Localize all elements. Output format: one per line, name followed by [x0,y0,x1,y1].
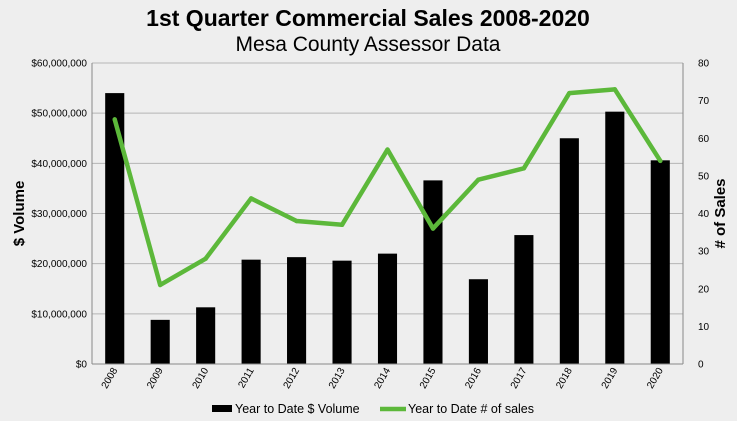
legend: Year to Date $ Volume Year to Date # of … [212,402,534,416]
left-tick-label: $30,000,000 [31,209,87,220]
bar-2012 [287,257,306,364]
bar-2008 [105,93,124,364]
bar-2018 [560,138,579,364]
left-tick-label: $50,000,000 [31,109,87,120]
right-tick-label: 0 [698,360,704,371]
right-tick-label: 40 [698,209,710,220]
legend-label-sales: Year to Date # of sales [408,402,534,416]
x-tick-label: 2008 [100,366,121,391]
left-tick-label: $10,000,000 [31,309,87,320]
x-tick-label: 2017 [509,366,530,391]
left-axis-title: $ Volume [11,181,28,247]
right-tick-label: 70 [698,96,710,107]
sales-point-2015 [431,226,435,230]
bar-2016 [469,279,488,364]
left-tick-label: $60,000,000 [31,59,87,70]
bar-2017 [514,235,533,364]
sales-point-2016 [476,177,480,181]
x-tick-label: 2011 [236,366,256,391]
chart-subtitle: Mesa County Assessor Data [236,33,501,56]
bar-2015 [423,180,442,364]
sales-point-2012 [294,219,298,223]
right-tick-label: 20 [698,284,710,295]
sales-point-2008 [113,117,117,121]
x-tick-label: 2015 [418,366,439,391]
chart-title: 1st Quarter Commercial Sales 2008-2020 [146,5,590,31]
x-axis-ticks: 2008 2009 2010 2011 2012 2013 2014 2015 2016 2017… [100,366,666,391]
x-tick-label: 2018 [554,366,575,391]
bar-2014 [378,254,397,364]
right-tick-label: 80 [698,59,710,70]
bar-2020 [651,160,670,364]
bar-2009 [151,320,170,364]
x-tick-label: 2010 [191,366,212,391]
x-tick-label: 2020 [645,366,666,391]
x-tick-label: 2009 [145,366,166,391]
sales-point-2019 [613,87,617,91]
right-tick-label: 50 [698,171,710,182]
left-tick-label: $40,000,000 [31,159,87,170]
right-axis-ticks: 0 10 20 30 40 50 60 70 80 [698,59,710,371]
x-tick-label: 2016 [463,366,484,391]
sales-point-2011 [249,196,253,200]
legend-swatch-volume [212,405,232,412]
x-tick-label: 2019 [600,366,621,391]
sales-point-2009 [158,283,162,287]
sales-point-2020 [658,159,662,163]
x-tick-label: 2013 [327,366,348,391]
sales-point-2010 [203,256,207,260]
sales-point-2014 [385,147,389,151]
sales-point-2013 [340,223,344,227]
right-tick-label: 60 [698,134,710,145]
left-tick-label: $20,000,000 [31,259,87,270]
right-tick-label: 10 [698,322,710,333]
right-tick-label: 30 [698,247,710,258]
legend-label-volume: Year to Date $ Volume [235,402,360,416]
left-axis-ticks: $0 $10,000,000 $20,000,000 $30,000,000 $40,0… [31,59,87,371]
x-tick-label: 2012 [282,366,303,391]
bar-2010 [196,307,215,364]
volume-bars [105,93,670,364]
sales-point-2018 [567,91,571,95]
left-tick-label: $0 [76,360,88,371]
bar-2013 [332,261,351,364]
bar-2019 [605,112,624,364]
sales-point-2017 [522,166,526,170]
right-axis-title: # of Sales [712,178,729,248]
bar-2011 [242,260,261,364]
x-tick-label: 2014 [372,366,393,391]
